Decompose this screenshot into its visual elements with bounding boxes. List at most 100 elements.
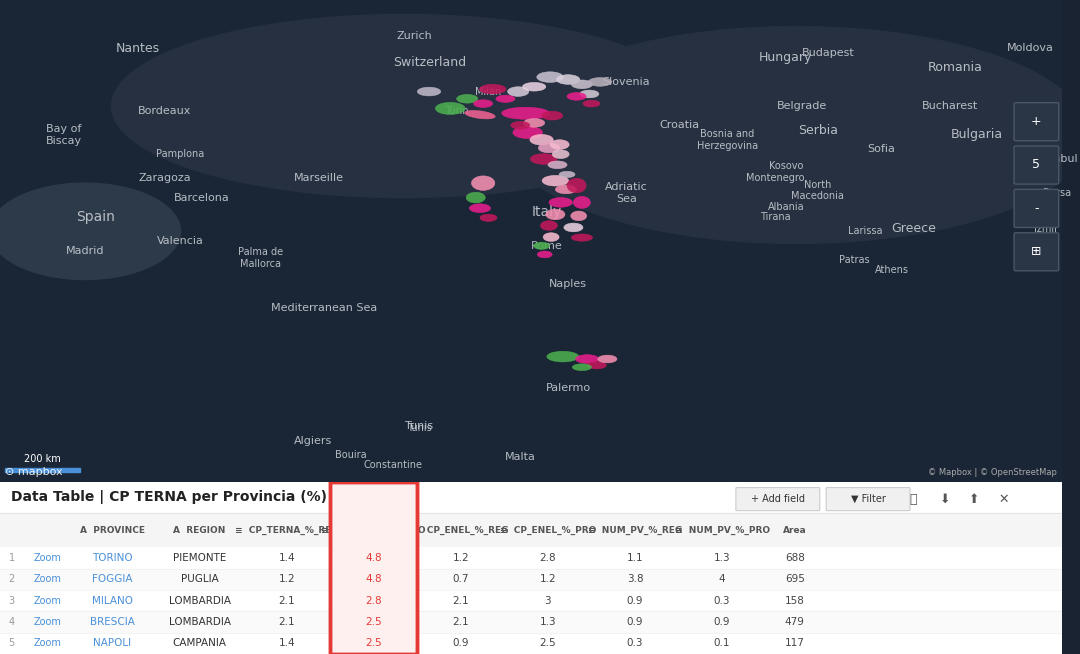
Text: Budapest: Budapest	[801, 48, 854, 58]
Text: MILANO: MILANO	[92, 596, 133, 606]
Text: Rome: Rome	[531, 241, 563, 250]
Text: Zoom: Zoom	[33, 638, 62, 648]
Text: 4.8: 4.8	[365, 574, 382, 584]
Text: Izmir: Izmir	[1034, 224, 1058, 234]
Text: Zoom: Zoom	[33, 574, 62, 584]
Text: Barcelona: Barcelona	[174, 192, 230, 203]
Ellipse shape	[457, 94, 477, 103]
Text: ⊞: ⊞	[1031, 245, 1041, 258]
Ellipse shape	[570, 211, 586, 220]
Text: ≡  CP_ENEL_%_PRO: ≡ CP_ENEL_%_PRO	[500, 526, 596, 535]
Bar	[0, 632, 1062, 654]
Ellipse shape	[480, 215, 497, 222]
Ellipse shape	[555, 185, 577, 194]
Ellipse shape	[508, 87, 529, 96]
Ellipse shape	[417, 87, 441, 96]
Text: 1.3: 1.3	[714, 553, 730, 563]
Text: Marseille: Marseille	[294, 173, 343, 183]
Ellipse shape	[576, 354, 599, 364]
Text: 0.9: 0.9	[626, 617, 644, 627]
Text: Belgrade: Belgrade	[777, 101, 827, 111]
Ellipse shape	[537, 72, 564, 82]
Text: © Mapbox | © OpenStreetMap: © Mapbox | © OpenStreetMap	[928, 468, 1056, 477]
Ellipse shape	[573, 196, 591, 209]
Ellipse shape	[111, 14, 696, 198]
Text: Tirana: Tirana	[760, 212, 791, 222]
Text: Istanbul: Istanbul	[1035, 154, 1079, 164]
Ellipse shape	[502, 107, 550, 119]
Ellipse shape	[580, 90, 599, 98]
Bar	[330, 482, 417, 654]
Bar	[0, 547, 1062, 568]
Text: Adriatic
Sea: Adriatic Sea	[605, 182, 648, 203]
Text: BRESCIA: BRESCIA	[90, 617, 135, 627]
Text: ⬇: ⬇	[940, 492, 950, 506]
Ellipse shape	[474, 100, 492, 107]
Text: Hungary: Hungary	[759, 51, 812, 64]
Ellipse shape	[472, 176, 495, 190]
Text: 158: 158	[785, 596, 805, 606]
Text: Constantine: Constantine	[363, 460, 422, 470]
Text: Pamplona: Pamplona	[157, 149, 204, 159]
Text: +: +	[1031, 115, 1042, 128]
Text: ≡  NUM_PV_%_REG: ≡ NUM_PV_%_REG	[588, 526, 683, 535]
Text: 3: 3	[544, 596, 551, 606]
Text: Nantes: Nantes	[116, 42, 160, 55]
Ellipse shape	[523, 82, 545, 91]
Ellipse shape	[513, 126, 542, 139]
Text: ✕: ✕	[998, 492, 1009, 506]
Text: 4: 4	[9, 617, 15, 627]
Ellipse shape	[550, 140, 569, 149]
Text: 1.4: 1.4	[279, 553, 295, 563]
Ellipse shape	[598, 355, 617, 363]
Text: 3.8: 3.8	[626, 574, 644, 584]
Text: 🔍: 🔍	[909, 492, 917, 506]
Text: 0.3: 0.3	[714, 596, 730, 606]
Text: Patras: Patras	[839, 255, 870, 266]
Text: ▼ Filter: ▼ Filter	[851, 494, 886, 504]
Ellipse shape	[567, 179, 586, 193]
Text: LOMBARDIA: LOMBARDIA	[168, 617, 231, 627]
Ellipse shape	[530, 154, 557, 164]
Text: Tunis: Tunis	[407, 423, 432, 433]
Ellipse shape	[524, 118, 544, 128]
Text: 5: 5	[9, 638, 15, 648]
Text: Zoom: Zoom	[33, 596, 62, 606]
Ellipse shape	[542, 175, 569, 186]
Text: 2.5: 2.5	[365, 617, 382, 627]
Text: ⊙ mapbox: ⊙ mapbox	[5, 467, 63, 477]
Ellipse shape	[538, 143, 559, 153]
Text: ≡  CP_ENEL_%_REG: ≡ CP_ENEL_%_REG	[414, 526, 509, 535]
Ellipse shape	[0, 183, 180, 279]
Ellipse shape	[543, 233, 559, 241]
Text: Moldova: Moldova	[1007, 43, 1053, 53]
Text: Bosnia and
Herzegovina: Bosnia and Herzegovina	[697, 129, 758, 150]
Text: CAMPANIA: CAMPANIA	[173, 638, 227, 648]
Ellipse shape	[548, 161, 567, 169]
Text: 1.2: 1.2	[453, 553, 469, 563]
Ellipse shape	[564, 223, 583, 232]
Bar	[0, 482, 1062, 513]
Ellipse shape	[559, 171, 575, 178]
Text: Zoom: Zoom	[33, 553, 62, 563]
Text: 0.9: 0.9	[714, 617, 730, 627]
Ellipse shape	[571, 234, 593, 241]
Text: 1.2: 1.2	[540, 574, 556, 584]
Text: 688: 688	[785, 553, 805, 563]
Text: 2.5: 2.5	[365, 638, 382, 648]
Ellipse shape	[480, 84, 507, 94]
Text: Naples: Naples	[549, 279, 588, 289]
Text: Switzerland: Switzerland	[393, 56, 467, 69]
Text: FOGGIA: FOGGIA	[92, 574, 133, 584]
Text: ≡  CP_TERNA_%_PRO: ≡ CP_TERNA_%_PRO	[322, 526, 427, 535]
Text: 4.8: 4.8	[365, 553, 382, 563]
Text: Slovenia: Slovenia	[603, 77, 650, 87]
Ellipse shape	[467, 192, 485, 203]
Ellipse shape	[546, 351, 579, 362]
Text: Montenegro: Montenegro	[746, 173, 805, 183]
Ellipse shape	[534, 242, 550, 249]
Text: Area: Area	[783, 526, 807, 534]
Text: 1.1: 1.1	[626, 553, 644, 563]
Text: Bay of
Biscay: Bay of Biscay	[45, 124, 82, 146]
Text: ≡  CP_TERNA_%_REG: ≡ CP_TERNA_%_REG	[234, 526, 339, 535]
